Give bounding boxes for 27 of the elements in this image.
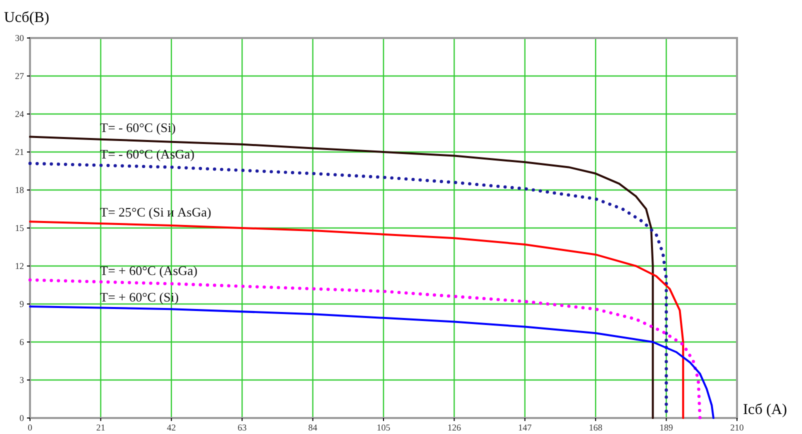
x-tick-label: 168 [588,422,603,432]
y-tick-label: 6 [20,336,24,347]
x-axis-title: Iсб (А) [743,402,788,418]
x-tick-label: 105 [376,422,391,432]
y-tick-label: 24 [15,108,24,119]
line-series [29,306,714,419]
x-tick-label: 147 [518,422,532,432]
x-tick-label: 189 [660,422,674,432]
y-tick-label: 0 [20,412,24,423]
y-tick-label: 18 [15,184,24,195]
x-tick-label: 84 [308,422,318,432]
x-tick-label: 126 [447,422,462,432]
line-series [28,278,702,420]
y-axis-title: Uсб(В) [4,10,50,26]
x-tick-label: 0 [28,422,33,432]
x-tick-label: 210 [730,422,744,432]
line-series [29,220,684,419]
y-tick-label: 3 [20,374,24,385]
x-tick-label: 42 [166,422,176,432]
x-tick-label: 63 [238,422,248,432]
y-tick-label: 27 [15,70,24,81]
y-tick-label: 21 [15,146,24,157]
y-tick-label: 15 [15,222,24,233]
y-tick-label: 12 [15,260,24,271]
x-tick-label: 21 [96,422,106,432]
y-tick-label: 9 [20,298,24,309]
y-tick-label: 30 [15,32,24,43]
